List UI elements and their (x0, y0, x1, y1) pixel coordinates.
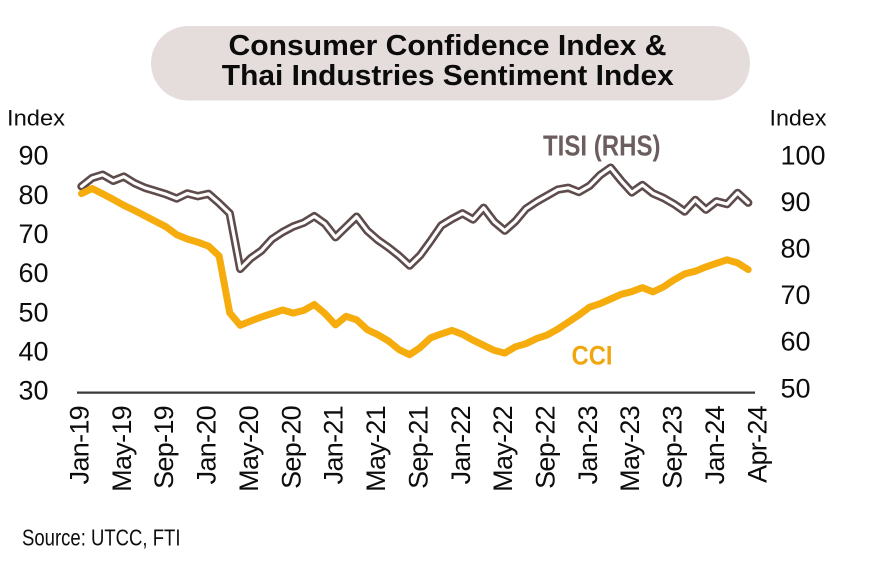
svg-text:Sep-23: Sep-23 (658, 406, 688, 489)
svg-text:Consumer Confidence Index &: Consumer Confidence Index & (229, 30, 667, 62)
svg-text:90: 90 (781, 187, 811, 217)
svg-text:May-20: May-20 (234, 406, 264, 492)
svg-text:May-21: May-21 (361, 406, 391, 492)
svg-text:40: 40 (18, 337, 48, 367)
svg-text:70: 70 (781, 280, 811, 310)
svg-text:Sep-20: Sep-20 (276, 406, 306, 489)
svg-text:TISI (RHS): TISI (RHS) (543, 131, 661, 163)
svg-text:Sep-22: Sep-22 (531, 406, 561, 489)
svg-text:80: 80 (781, 234, 811, 264)
svg-text:Jan-21: Jan-21 (319, 406, 349, 484)
svg-text:70: 70 (18, 219, 48, 249)
svg-text:Jan-22: Jan-22 (446, 406, 476, 484)
svg-text:Jan-24: Jan-24 (700, 405, 730, 484)
svg-text:May-22: May-22 (488, 406, 518, 492)
svg-text:Sep-19: Sep-19 (149, 406, 179, 489)
svg-text:Source: UTCC, FTI: Source: UTCC, FTI (22, 525, 181, 551)
svg-text:80: 80 (18, 180, 48, 210)
svg-text:Jan-23: Jan-23 (573, 406, 603, 484)
svg-text:Index: Index (770, 106, 828, 131)
svg-text:50: 50 (18, 297, 48, 327)
svg-text:CCI: CCI (572, 340, 613, 370)
svg-text:Jan-19: Jan-19 (65, 406, 95, 484)
svg-text:30: 30 (18, 376, 48, 406)
svg-text:Jan-20: Jan-20 (192, 406, 222, 484)
svg-text:100: 100 (781, 140, 826, 170)
svg-text:Index: Index (7, 105, 66, 130)
svg-text:60: 60 (18, 258, 48, 288)
svg-text:Sep-21: Sep-21 (403, 406, 433, 489)
svg-text:90: 90 (18, 141, 48, 171)
svg-text:May-19: May-19 (107, 406, 137, 492)
svg-text:Thai Industries Sentiment Inde: Thai Industries Sentiment Index (222, 60, 674, 92)
svg-text:May-23: May-23 (615, 406, 645, 492)
svg-text:Apr-24: Apr-24 (742, 405, 772, 483)
svg-text:50: 50 (781, 373, 811, 403)
svg-text:60: 60 (781, 327, 811, 357)
